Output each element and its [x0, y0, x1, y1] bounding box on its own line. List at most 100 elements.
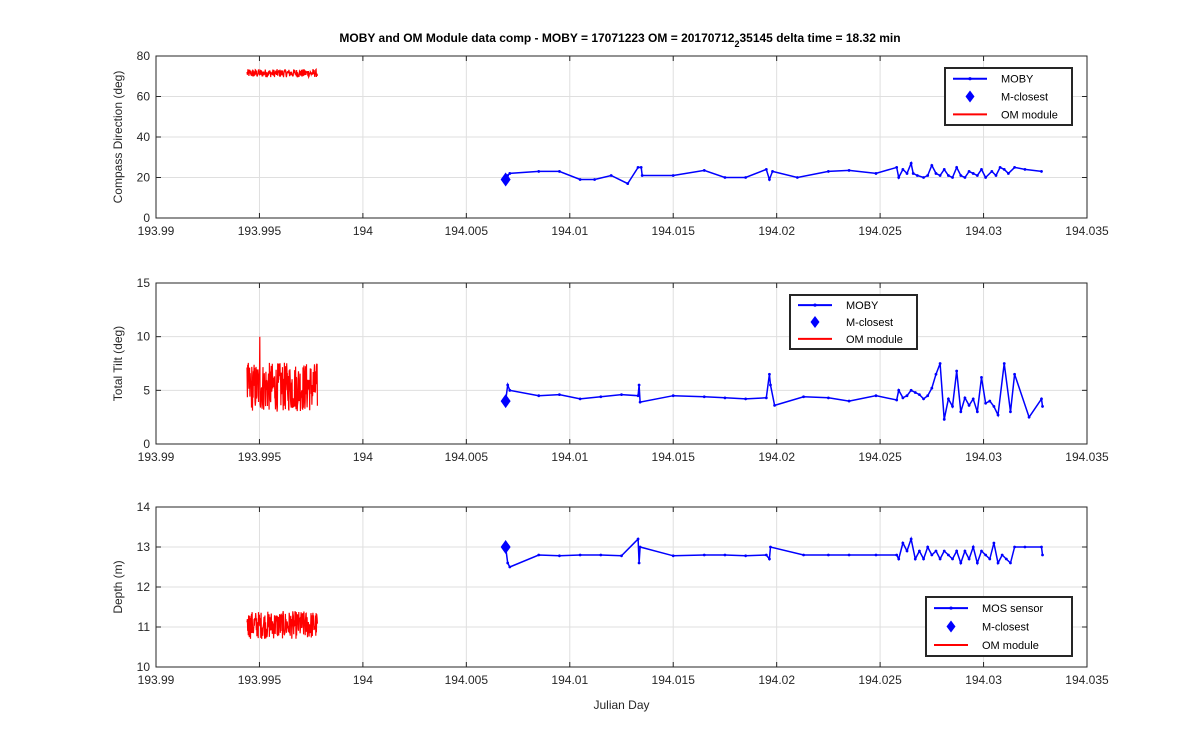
series-moby-point: [915, 174, 919, 177]
series-moby-point: [768, 372, 771, 376]
x-tick-label: 194.02: [758, 450, 795, 464]
series-moby-point: [537, 394, 541, 398]
series-moby-point: [897, 557, 901, 561]
series-m-closest-marker: [500, 394, 511, 409]
x-tick-label: 194: [353, 224, 373, 238]
series-moby-point: [990, 170, 994, 173]
series-moby-point: [909, 161, 913, 165]
series-moby-point: [847, 553, 851, 557]
series-moby-point: [959, 174, 963, 177]
series-moby-point: [955, 549, 959, 553]
series-moby-point: [723, 176, 727, 179]
figure-title-main: MOBY and OM Module data comp - MOBY = 17…: [339, 31, 734, 45]
series-moby-point: [764, 553, 768, 557]
series-moby-point: [764, 396, 768, 400]
series-moby-point: [874, 172, 878, 175]
x-tick-label: 194.02: [758, 673, 795, 687]
series-moby-point: [1006, 172, 1010, 175]
series-moby-point: [578, 397, 582, 401]
y-tick-label: 14: [137, 500, 151, 514]
series-moby-point: [934, 549, 938, 553]
series-moby-point: [671, 174, 675, 177]
x-tick-label: 194.015: [652, 224, 696, 238]
series-moby-point: [909, 388, 913, 392]
series-moby-point: [1002, 362, 1006, 365]
series-moby-point: [895, 165, 899, 169]
series-moby-point: [1000, 553, 1004, 557]
series-moby-point: [599, 553, 603, 557]
y-tick-label: 13: [137, 540, 151, 554]
x-tick-label: 194.015: [652, 450, 696, 464]
series-moby-point: [967, 403, 971, 407]
series-moby-point: [926, 394, 930, 398]
series-moby-point: [671, 394, 675, 398]
x-tick-label: 194.01: [551, 673, 588, 687]
series-moby-point: [636, 165, 640, 169]
axes-frame: [155, 282, 1088, 445]
series-moby-point: [795, 176, 799, 179]
series-moby-point: [992, 405, 996, 408]
series-moby-point: [744, 176, 748, 179]
series-moby-point: [1002, 168, 1006, 171]
series-moby-point: [951, 405, 954, 408]
series-moby-point: [1041, 405, 1044, 408]
series-moby-point: [926, 545, 930, 549]
y-axis-label: Compass Direction (deg): [111, 71, 125, 204]
series-moby-point: [988, 557, 992, 561]
series-moby-point: [1009, 561, 1012, 565]
series-moby-point: [930, 163, 934, 167]
x-tick-label: 193.995: [238, 450, 282, 464]
x-tick-label: 194.025: [858, 450, 902, 464]
plot-area: [156, 283, 1087, 444]
series-moby-point: [593, 178, 597, 181]
series-moby-point: [975, 174, 979, 177]
subplot-compass: 193.99 193.995 194 194.005 194.01 194.015 194.…: [111, 49, 1109, 238]
series-moby-point: [942, 168, 946, 171]
series-om-module-line: [246, 611, 318, 639]
series-moby-point: [996, 561, 1000, 565]
series-moby-point: [984, 401, 988, 405]
series-moby-point: [905, 549, 909, 553]
series-moby-point: [895, 398, 899, 402]
x-tick-label: 194.025: [858, 224, 902, 238]
series-moby-point: [773, 403, 776, 407]
series-moby-point: [951, 176, 954, 179]
y-tick-label: 40: [137, 130, 151, 144]
x-tick-label: 194.015: [652, 673, 696, 687]
series-m-closest-marker: [500, 540, 511, 554]
series-moby-point: [988, 399, 992, 403]
subplot-depth: 193.99 193.995 194 194.005 194.01 194.015 194.…: [111, 500, 1109, 712]
series-moby-point: [636, 537, 640, 541]
series-moby-point: [963, 176, 967, 179]
series-moby-point: [769, 383, 772, 387]
series-moby-point: [998, 165, 1002, 169]
series-moby-point: [620, 393, 623, 397]
series-moby-point: [975, 561, 979, 565]
series-moby-point: [930, 386, 934, 390]
legend-swatch-moby-point: [949, 606, 953, 610]
y-tick-label: 5: [143, 383, 150, 397]
series-moby-point: [639, 165, 643, 169]
series-moby-point: [980, 376, 983, 379]
series-moby-point: [826, 553, 830, 557]
series-moby-point: [901, 396, 905, 400]
figure-title-subscript: 2: [734, 39, 739, 49]
legend-label: OM module: [846, 334, 903, 346]
series-moby-point: [918, 549, 921, 553]
series-moby-point: [637, 383, 641, 387]
series-moby-point: [942, 417, 946, 421]
series-moby-point: [897, 176, 901, 179]
series-moby-point: [946, 553, 950, 557]
series-moby-point: [922, 176, 925, 179]
series-moby-point: [1040, 397, 1043, 401]
legend-label: M-closest: [846, 317, 893, 329]
series-moby-point: [620, 554, 623, 558]
series-moby-point: [744, 554, 748, 558]
series-moby-point: [802, 395, 805, 399]
y-tick-label: 0: [143, 211, 150, 225]
series-moby-point: [901, 168, 905, 171]
legend-label: M-closest: [1001, 92, 1048, 104]
series-moby-point: [967, 557, 971, 561]
series-moby-point: [922, 557, 925, 561]
